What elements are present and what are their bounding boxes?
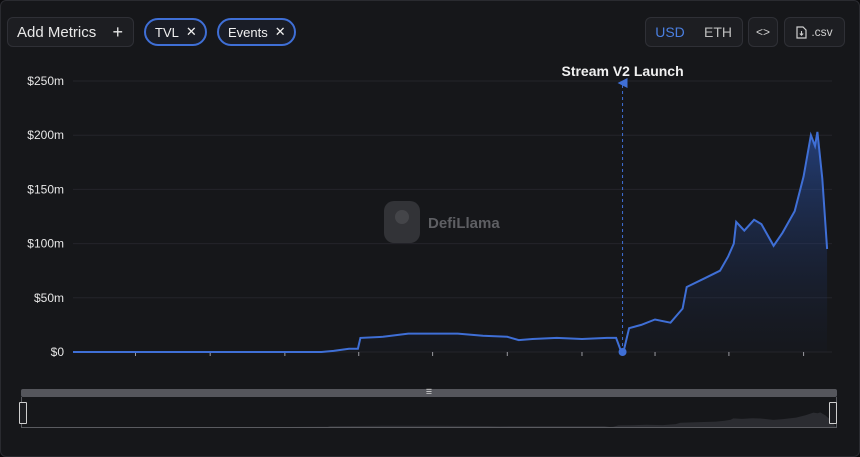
x-axis: Jul Oct 2024 Apr Jul Oct 2025 Apr Jul Oct <box>128 352 814 374</box>
y-axis: $0 $50m $100m $150m $200m $250m <box>27 74 64 359</box>
close-icon[interactable]: ✕ <box>185 24 197 39</box>
y-tick-label: $150m <box>27 182 64 196</box>
code-icon: <> <box>755 25 770 39</box>
drag-grip-icon[interactable]: ☰ <box>425 389 433 396</box>
events-chip-label: Events <box>228 24 268 40</box>
brush-left-handle[interactable] <box>19 402 27 424</box>
add-metrics-label: Add Metrics <box>17 23 97 41</box>
watermark-text: DefiLlama <box>428 215 500 232</box>
embed-button[interactable]: <> <box>748 17 778 47</box>
events-chip[interactable]: Events ✕ <box>217 18 296 46</box>
file-download-icon <box>796 25 807 39</box>
brush-preview <box>22 412 836 427</box>
brush-bar[interactable] <box>21 389 837 397</box>
x-tick-label: 2025 <box>569 360 596 361</box>
currency-toggle: USD ETH <box>645 17 743 47</box>
x-tick-label: Apr <box>646 360 665 361</box>
annotation-dot <box>618 348 627 356</box>
y-tick-label: $0 <box>51 345 65 359</box>
x-tick-label: Jul <box>425 360 440 361</box>
brush-window[interactable] <box>21 397 837 428</box>
y-tick-label: $100m <box>27 237 64 251</box>
chart-area[interactable]: $0 $50m $100m $150m $200m $250m Jul Oct 2024 Apr… <box>1 61 859 374</box>
tvl-line-chart[interactable]: $0 $50m $100m $150m $200m $250m Jul Oct 2024 Apr… <box>1 61 859 374</box>
event-annotations: Stream V2 Launch <box>561 63 684 356</box>
y-tick-label: $50m <box>34 291 64 305</box>
csv-label: .csv <box>811 25 833 39</box>
x-tick-label: 2024 <box>272 360 299 361</box>
range-brush[interactable]: ☰ <box>19 389 837 429</box>
tvl-chip[interactable]: TVL ✕ <box>144 18 207 46</box>
close-icon[interactable]: ✕ <box>274 24 286 39</box>
y-tick-label: $200m <box>27 128 64 142</box>
annotation-label: Stream V2 Launch <box>561 63 683 79</box>
x-tick-label: Oct <box>201 360 220 361</box>
y-tick-label: $250m <box>27 74 64 88</box>
tvl-chip-label: TVL <box>155 24 179 40</box>
x-tick-label: Jul <box>128 360 143 361</box>
tvl-area-fill <box>73 131 828 352</box>
toolbar: Add Metrics + TVL ✕ Events ✕ USD ETH <> … <box>1 1 859 61</box>
brush-right-handle[interactable] <box>829 402 837 424</box>
plus-icon: + <box>112 22 123 42</box>
usd-option[interactable]: USD <box>655 24 685 40</box>
tvl-series-line <box>73 131 829 353</box>
x-tick-label: Jul <box>721 360 736 361</box>
eth-option[interactable]: ETH <box>704 24 732 40</box>
defillama-watermark: DefiLlama <box>384 201 500 243</box>
csv-download-button[interactable]: .csv <box>784 17 845 47</box>
x-tick-label: Oct <box>794 360 813 361</box>
x-tick-label: Oct <box>498 360 517 361</box>
add-metrics-button[interactable]: Add Metrics + <box>7 17 134 47</box>
x-tick-label: Apr <box>349 360 368 361</box>
